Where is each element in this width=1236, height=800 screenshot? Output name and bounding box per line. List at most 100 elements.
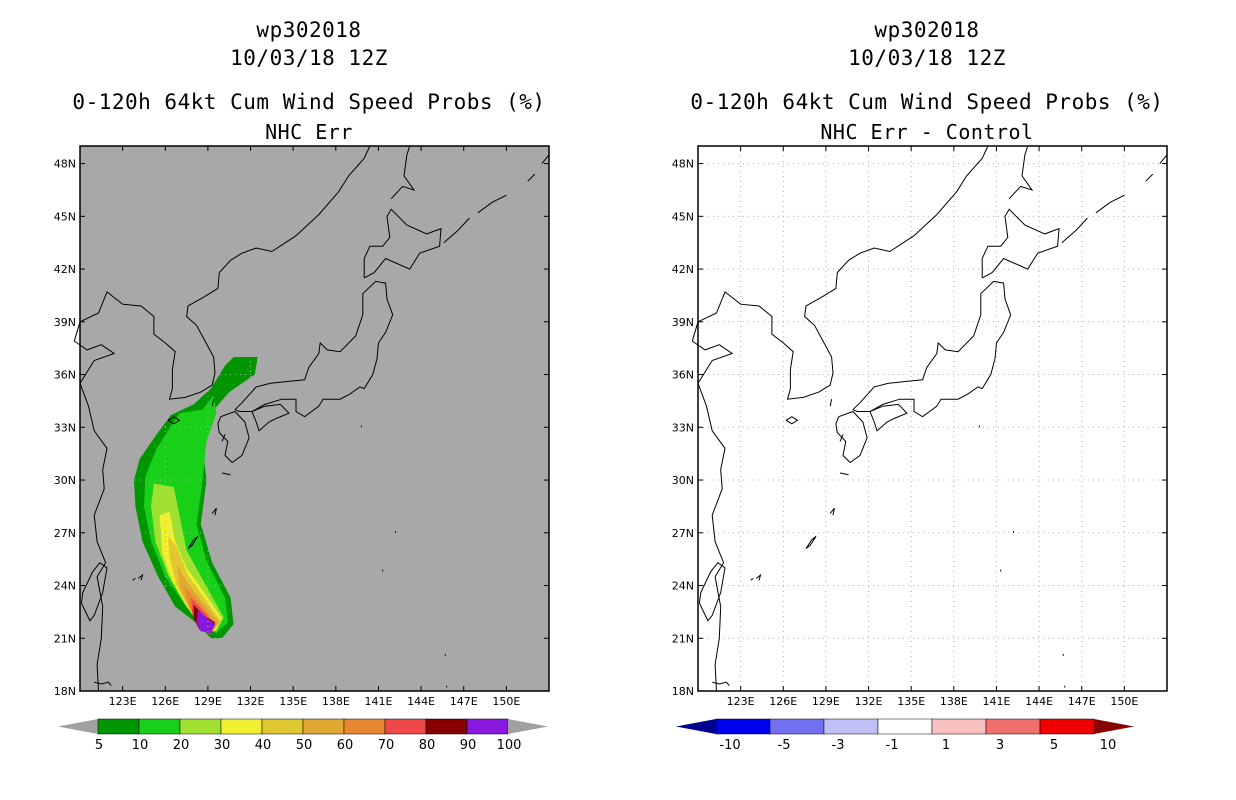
probability-contour-4 <box>168 536 221 632</box>
colorbar-arrow-left <box>58 719 98 734</box>
lat-label: 36N <box>54 369 76 382</box>
subtitle: NHC Err <box>265 120 353 144</box>
lat-label: 39N <box>672 316 694 329</box>
colorbar-label: 3 <box>996 738 1004 753</box>
lat-label: 18N <box>672 685 694 698</box>
coastline <box>1145 173 1154 182</box>
colorbar-arrow-left <box>676 719 716 734</box>
right-map: 123E 126E 129E 132E 135E 138E 141E 144E 147E 150E… <box>672 145 1168 753</box>
lon-label: 135E <box>897 695 925 708</box>
lon-label: 132E <box>855 695 883 708</box>
lon-label: 150E <box>492 695 520 708</box>
lat-label: 45N <box>672 210 694 223</box>
product-title: 0-120h 64kt Cum Wind Speed Probs (%) <box>72 90 546 114</box>
colorbar-segment <box>715 718 771 735</box>
colorbar-segment <box>1039 718 1095 735</box>
lat-label: 45N <box>54 210 76 223</box>
map-background <box>698 146 1167 691</box>
lon-label: 141E <box>982 695 1010 708</box>
colorbar-segment <box>384 718 427 735</box>
lon-label: 147E <box>450 695 478 708</box>
coastline <box>755 573 762 581</box>
coastline <box>73 145 371 692</box>
right-panel: wp302018 10/03/18 12Z 0-120h 64kt Cum Wi… <box>618 0 1236 800</box>
coastline <box>698 562 726 622</box>
colorbar-label: 1 <box>942 738 950 753</box>
coastline <box>527 173 536 182</box>
map-frame <box>79 145 550 692</box>
coastline <box>829 507 835 516</box>
coastline <box>234 280 394 418</box>
coastline <box>785 416 799 425</box>
coastline <box>829 399 833 407</box>
colorbar-segment <box>261 718 304 735</box>
lat-label: 39N <box>54 316 76 329</box>
coastline <box>211 507 217 516</box>
coastline <box>251 403 290 432</box>
product-title: 0-120h 64kt Cum Wind Speed Probs (%) <box>690 90 1164 114</box>
coastline <box>80 562 108 622</box>
colorbar-segment <box>823 718 879 735</box>
coastline <box>187 535 199 549</box>
coastline <box>211 399 215 407</box>
lat-label: 24N <box>672 580 694 593</box>
colorbar-label: 70 <box>378 738 395 753</box>
colorbar-arrow-right <box>508 719 548 734</box>
coastline <box>839 472 849 476</box>
colorbar-segment <box>302 718 345 735</box>
coastline <box>981 208 1060 279</box>
date-time: 10/03/18 12Z <box>230 46 388 70</box>
lat-label: 18N <box>54 685 76 698</box>
subtitle: NHC Err - Control <box>820 120 1034 144</box>
coastline <box>221 472 231 476</box>
probability-contour-9 <box>196 610 215 633</box>
left-panel: wp302018 10/03/18 12Z 0-120h 64kt Cum Wi… <box>54 18 550 753</box>
colorbar-label: 80 <box>419 738 436 753</box>
lon-label: 123E <box>727 695 755 708</box>
colorbar-label: 50 <box>296 738 313 753</box>
lat-label: 48N <box>54 158 76 171</box>
lon-label: 144E <box>407 695 435 708</box>
colorbar-segment <box>220 718 263 735</box>
coastline <box>221 434 226 442</box>
colorbar-label: 60 <box>337 738 354 753</box>
colorbar-arrow-right <box>1094 719 1134 734</box>
lon-label: 126E <box>151 695 179 708</box>
colorbar-label: -3 <box>832 738 845 753</box>
lat-label: 33N <box>54 421 76 434</box>
lat-label: 48N <box>672 158 694 171</box>
date-time: 10/03/18 12Z <box>848 46 1006 70</box>
colorbar-label: 30 <box>214 738 231 753</box>
colorbar-label: -5 <box>778 738 791 753</box>
colorbar-segment <box>138 718 181 735</box>
lat-label: 21N <box>672 632 694 645</box>
probability-contour-5 <box>176 564 220 632</box>
colorbar-segment <box>179 718 222 735</box>
colorbar-label: 5 <box>95 738 103 753</box>
colorbar-label: 100 <box>497 738 522 753</box>
lat-label: 42N <box>54 263 76 276</box>
lat-label: 42N <box>672 263 694 276</box>
lat-label: 30N <box>54 474 76 487</box>
coastline <box>1008 145 1034 200</box>
coastline <box>1159 154 1168 164</box>
lat-label: 33N <box>672 421 694 434</box>
coastline <box>712 681 730 687</box>
coastline <box>852 280 1012 418</box>
lon-label: 141E <box>364 695 392 708</box>
lon-label: 135E <box>279 695 307 708</box>
coastline <box>132 578 136 581</box>
lon-label: 123E <box>109 695 137 708</box>
lat-label: 27N <box>54 527 76 540</box>
colorbar-label: 40 <box>255 738 272 753</box>
lon-label: 126E <box>769 695 797 708</box>
colorbar-segment <box>931 718 987 735</box>
coastline <box>443 217 470 244</box>
lon-label: 150E <box>1110 695 1138 708</box>
probability-contour-1 <box>144 395 228 633</box>
lat-label: 24N <box>54 580 76 593</box>
colorbar-segment <box>985 718 1041 735</box>
coastline <box>363 208 442 279</box>
colorbar-label: 10 <box>132 738 149 753</box>
lon-label: 129E <box>194 695 222 708</box>
